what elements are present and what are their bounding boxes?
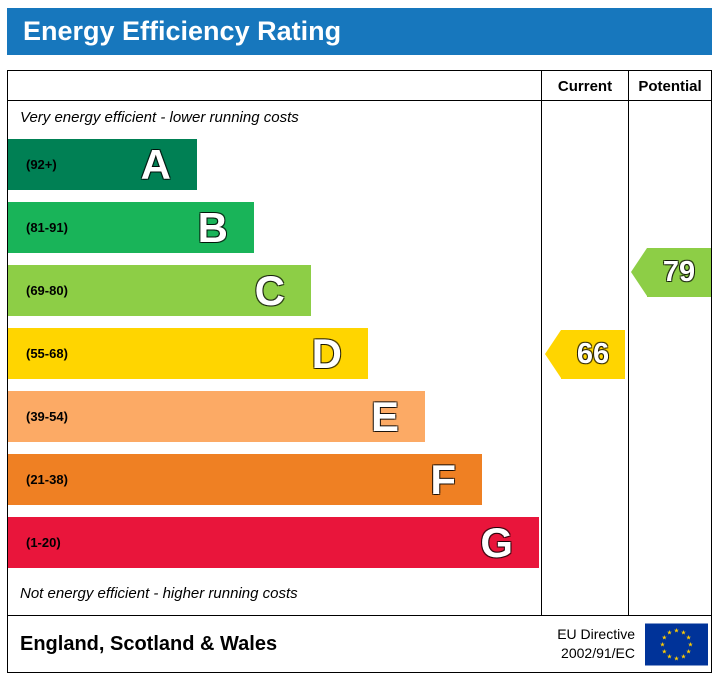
band-f-letter: F [430,456,456,503]
page-title: Energy Efficiency Rating [23,16,342,46]
band-g-bar: (1-20) G [8,517,539,568]
current-pointer-body: 66 [561,330,625,379]
band-e-letter: E [370,393,399,440]
eu-directive-line1: EU Directive [557,626,635,643]
current-rating-pointer: 66 [545,330,625,379]
potential-pointer-body: 79 [647,248,711,297]
svg-text:★: ★ [674,655,680,662]
current-column-header: Current [557,77,613,95]
band-c-range: (69-80) [26,283,68,298]
band-e-bar: (39-54) E [8,391,425,442]
band-row: (55-68) D [8,328,539,391]
band-d-letter: D [311,330,342,377]
band-e-range: (39-54) [26,409,68,424]
band-a-bar: (92+) A [8,139,197,190]
band-c-letter: C [254,267,285,314]
band-row: (92+) A [8,139,539,202]
svg-text:★: ★ [674,627,680,634]
potential-rating-pointer: 79 [631,248,711,297]
band-g-letter: G [480,519,513,566]
band-f-range: (21-38) [26,472,68,487]
band-row: (21-38) F [8,454,539,517]
band-row: (69-80) C [8,265,539,328]
band-a-letter: A [140,141,171,188]
eu-flag-icon: ★ ★ ★ ★ ★ ★ ★ ★ ★ ★ ★ ★ [645,623,708,665]
potential-rating-value: 79 [662,256,696,288]
eu-directive-line2: 2002/91/EC [561,645,635,661]
band-b-bar: (81-91) B [8,202,254,253]
svg-text:★: ★ [686,634,692,641]
band-row: (1-20) G [8,517,539,580]
column-header-row [8,71,711,101]
band-a-range: (92+) [26,157,57,172]
band-d-bar: (55-68) D [8,328,368,379]
band-b-range: (81-91) [26,220,68,235]
band-b-letter: B [197,204,228,251]
footer-region-label: England, Scotland & Wales [20,632,278,655]
rating-bands: (92+) A (81-91) B (69-80) C [8,139,539,580]
band-g-range: (1-20) [26,535,61,550]
bottom-note: Not energy efficient - higher running co… [20,585,298,602]
pointer-arrow-icon [545,330,561,378]
footer-right-group: EU Directive 2002/91/EC ★ ★ ★ ★ ★ ★ ★ ★ … [557,623,708,666]
column-divider-potential [628,71,629,615]
column-divider-current [541,71,542,615]
band-row: (39-54) E [8,391,539,454]
band-c-bar: (69-80) C [8,265,311,316]
svg-text:★: ★ [681,653,687,660]
current-rating-value: 66 [576,338,610,370]
svg-text:★: ★ [662,648,668,655]
svg-text:★: ★ [688,641,694,648]
svg-text:★: ★ [681,629,687,636]
footer: England, Scotland & Wales EU Directive 2… [8,616,711,672]
svg-text:★: ★ [660,641,666,648]
svg-text:★: ★ [667,629,673,636]
eu-directive-label: EU Directive 2002/91/EC [557,625,635,663]
chart-area: Current Potential Very energy efficient … [8,71,711,616]
top-note: Very energy efficient - lower running co… [20,109,299,126]
rating-table: Current Potential Very energy efficient … [7,70,712,673]
band-row: (81-91) B [8,202,539,265]
svg-text:★: ★ [667,653,673,660]
title-banner: Energy Efficiency Rating [7,8,712,55]
band-f-bar: (21-38) F [8,454,482,505]
band-d-range: (55-68) [26,346,68,361]
svg-text:★: ★ [686,648,692,655]
svg-text:★: ★ [662,634,668,641]
pointer-arrow-icon [631,248,647,296]
potential-column-header: Potential [638,77,702,95]
